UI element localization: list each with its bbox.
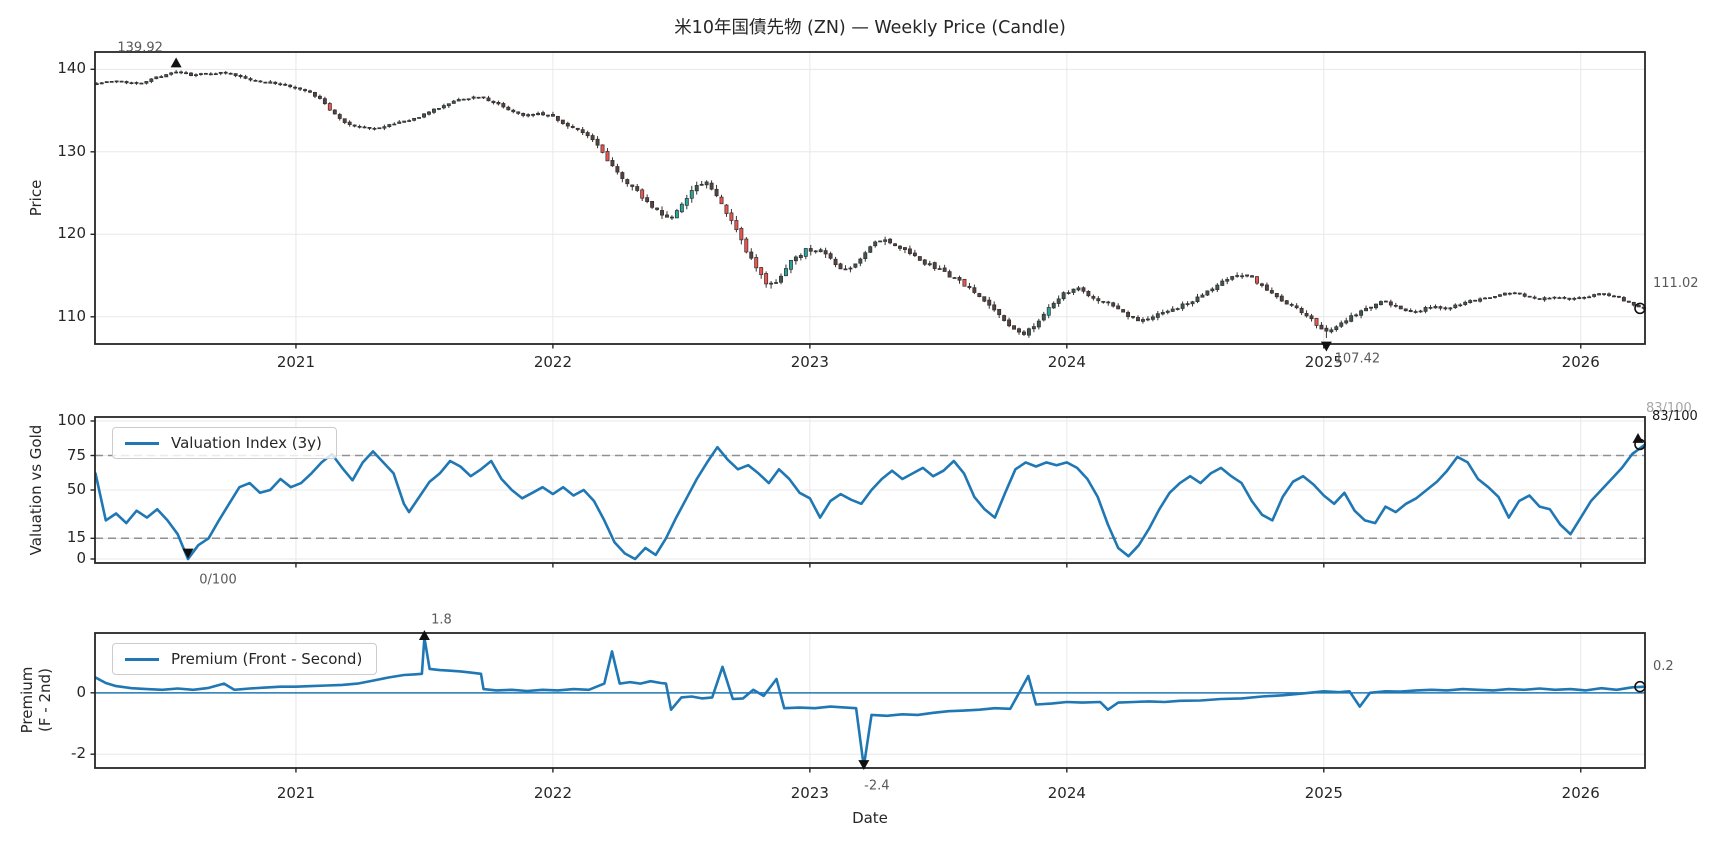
premium-last-marker-icon [1634, 680, 1646, 693]
x-tick-label: 2023 [790, 784, 829, 802]
premium-min-marker-icon [858, 760, 870, 770]
valuation-legend-label: Valuation Index (3y) [171, 434, 322, 452]
y-tick-label: 120 [57, 224, 86, 243]
price-last-marker-icon [1634, 302, 1646, 315]
chart-title: 米10年国債先物 (ZN) — Weekly Price (Candle) [674, 18, 1066, 38]
premium-max-annotation: 1.8 [431, 612, 452, 628]
price-max-annotation: 139.92 [117, 40, 163, 56]
y-tick-label: 50 [66, 480, 86, 498]
valuation-min-annotation: 0/100 [199, 572, 237, 588]
price-min-annotation: 107.42 [1334, 351, 1381, 367]
y-tick-label: 110 [57, 306, 86, 325]
x-tick-label: 2023 [790, 353, 829, 371]
x-tick-label: 2024 [1047, 784, 1086, 802]
premium-legend: Premium (Front - Second) [112, 643, 378, 675]
x-tick-label: 2022 [533, 353, 572, 371]
y-tick-label: 100 [57, 411, 86, 429]
y-tick-label: 130 [57, 141, 86, 160]
premium-min-annotation: -2.4 [864, 778, 890, 794]
valuation-min-marker-icon [182, 548, 194, 559]
premium-legend-line-icon [125, 657, 159, 661]
x-tick-label: 2021 [276, 353, 316, 371]
y-tick-label: 0 [76, 682, 86, 701]
x-tick-label: 2024 [1047, 353, 1086, 371]
y-tick-label: 75 [66, 445, 86, 464]
premium-max-marker-icon [418, 630, 430, 641]
x-tick-label: 2022 [533, 784, 572, 802]
valuation-max-annotation: 83/100 [1652, 409, 1698, 424]
valuation-max-marker-icon [1632, 432, 1644, 443]
price-max-marker-icon [170, 57, 182, 68]
premium-legend-label: Premium (Front - Second) [171, 650, 363, 668]
x-tick-label: 2026 [1561, 784, 1600, 802]
price-min-marker-icon [1320, 341, 1332, 352]
valuation-legend-line-icon [125, 441, 159, 445]
price-last-annotation: 111.02 [1653, 276, 1699, 292]
valuation-legend: Valuation Index (3y) [112, 427, 337, 459]
x-tick-label: 2025 [1304, 353, 1343, 371]
valuation-last-annotation: 83/100 [1646, 401, 1692, 416]
y-tick-label: 140 [57, 59, 86, 78]
x-tick-label: 2026 [1561, 353, 1600, 371]
x-tick-label: 2021 [276, 784, 316, 802]
x-axis-label: Date [852, 809, 888, 827]
x-tick-label: 2025 [1304, 784, 1343, 802]
price-y-axis-label: Price [27, 179, 45, 217]
premium-last-annotation: 0.2 [1653, 658, 1674, 674]
y-tick-label: -2 [71, 744, 86, 763]
y-tick-label: 0 [76, 548, 86, 567]
y-tick-label: 15 [66, 528, 86, 547]
